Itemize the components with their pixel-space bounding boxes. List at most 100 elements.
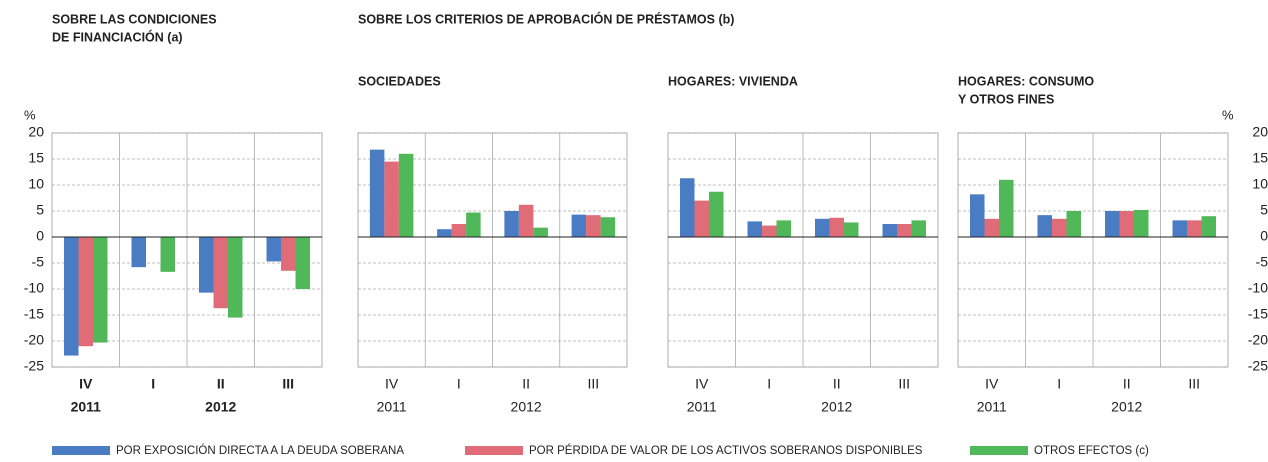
x-year-label: 2012	[821, 399, 852, 415]
x-year-label: 2011	[71, 399, 102, 415]
bar	[213, 237, 228, 309]
bar	[1105, 211, 1120, 237]
bar	[93, 237, 108, 343]
bar	[437, 229, 452, 237]
x-tick-label: I	[151, 376, 155, 392]
x-tick-label: II	[833, 376, 841, 392]
panel-title: DE FINANCIACIÓN (a)	[52, 29, 183, 44]
bar	[1201, 216, 1216, 237]
bar	[504, 211, 519, 237]
panel-title: SOBRE LAS CONDICIONES	[52, 12, 217, 26]
bar	[709, 191, 724, 237]
bar	[131, 237, 146, 268]
bar	[1172, 220, 1187, 237]
x-year-label: 2012	[1111, 399, 1142, 415]
bar	[1119, 211, 1134, 237]
y-tick-label: -15	[1248, 306, 1268, 322]
y-tick-label: 5	[36, 202, 44, 218]
bar	[747, 221, 762, 237]
bar	[78, 237, 93, 347]
x-tick-label: II	[1123, 376, 1131, 392]
x-year-label: 2011	[687, 399, 717, 415]
panel-title: Y OTROS FINES	[958, 92, 1054, 106]
group-title: SOBRE LOS CRITERIOS DE APROBACIÓN DE PRÉ…	[358, 11, 734, 26]
y-tick-label: 20	[1252, 124, 1268, 140]
bar	[451, 224, 467, 237]
bar	[829, 217, 844, 237]
x-tick-label: IV	[695, 376, 709, 392]
legend-swatch	[465, 446, 523, 455]
legend-swatch	[970, 446, 1028, 455]
bar	[398, 153, 414, 237]
bar	[911, 220, 926, 237]
y-tick-label: 0	[1260, 228, 1268, 244]
bar	[762, 225, 777, 237]
y-tick-label: 10	[1252, 176, 1268, 192]
legend-label: POR PÉRDIDA DE VALOR DE LOS ACTIVOS SOBE…	[529, 444, 923, 457]
x-tick-label: III	[898, 376, 910, 392]
bar	[160, 237, 175, 272]
y-unit: %	[1222, 107, 1234, 122]
x-tick-label: III	[588, 376, 600, 392]
x-tick-label: IV	[385, 376, 399, 392]
legend-label: OTROS EFECTOS (c)	[1034, 445, 1149, 457]
bar	[64, 237, 79, 356]
bar	[466, 212, 481, 237]
y-tick-label: 0	[36, 228, 44, 244]
bar	[882, 224, 897, 237]
bar	[776, 220, 791, 237]
bar	[999, 179, 1014, 237]
plot-frame	[667, 132, 939, 368]
x-tick-label: I	[767, 376, 771, 392]
y-tick-label: -5	[32, 254, 45, 270]
y-tick-label: 20	[28, 124, 44, 140]
y-tick-label: -20	[1248, 332, 1268, 348]
x-year-label: 2011	[377, 399, 407, 415]
panel-title: SOCIEDADES	[358, 74, 441, 88]
bar	[281, 237, 296, 271]
x-tick-label: III	[282, 376, 294, 392]
x-year-label: 2012	[511, 399, 542, 415]
bar	[533, 227, 548, 237]
bar	[266, 237, 281, 262]
bar	[384, 161, 399, 237]
x-tick-label: II	[522, 376, 530, 392]
y-tick-label: 15	[1252, 150, 1268, 166]
y-tick-label: 5	[1260, 202, 1268, 218]
bar	[600, 217, 616, 237]
x-tick-label: IV	[79, 376, 93, 392]
y-unit: %	[24, 107, 36, 122]
panel-title: HOGARES: VIVIENDA	[668, 74, 798, 88]
x-tick-label: IV	[985, 376, 999, 392]
y-tick-label: -25	[1248, 358, 1268, 374]
x-tick-label: II	[217, 376, 225, 392]
bar	[984, 218, 999, 237]
bar	[1066, 211, 1081, 237]
x-year-label: 2012	[205, 399, 236, 415]
bar	[815, 218, 830, 237]
bar	[295, 237, 310, 289]
y-tick-label: 10	[28, 176, 44, 192]
bar	[1187, 220, 1202, 237]
y-tick-label: -20	[24, 332, 44, 348]
bar	[199, 237, 214, 293]
bar	[1134, 209, 1149, 237]
legend-swatch	[52, 446, 110, 455]
bar	[897, 224, 912, 237]
bar	[518, 204, 534, 237]
bar	[571, 214, 587, 237]
bar	[586, 215, 601, 237]
plot-frame	[957, 132, 1229, 368]
bar	[694, 200, 709, 237]
bar	[680, 178, 695, 237]
x-tick-label: I	[457, 376, 461, 392]
x-tick-label: III	[1188, 376, 1200, 392]
y-tick-label: 15	[28, 150, 44, 166]
plot-frame	[357, 132, 628, 368]
bar	[844, 222, 859, 237]
y-tick-label: -15	[24, 306, 44, 322]
bar	[228, 237, 243, 318]
legend-label: POR EXPOSICIÓN DIRECTA A LA DEUDA SOBERA…	[116, 444, 404, 457]
bar	[970, 194, 985, 237]
